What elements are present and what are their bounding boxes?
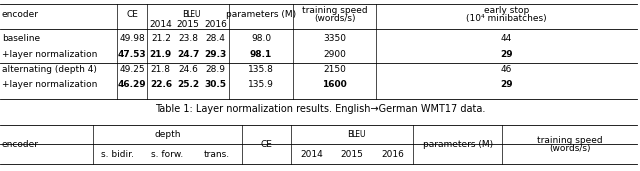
Text: parameters (M): parameters (M) (226, 10, 296, 19)
Text: 46.29: 46.29 (118, 81, 147, 89)
Text: training speed: training speed (302, 6, 367, 15)
Text: 29: 29 (500, 50, 513, 59)
Text: 25.2: 25.2 (177, 81, 199, 89)
Text: +layer normalization: +layer normalization (2, 50, 97, 59)
Text: 24.6: 24.6 (178, 65, 198, 74)
Text: 24.7: 24.7 (177, 50, 199, 59)
Text: 46: 46 (501, 65, 512, 74)
Text: 29: 29 (500, 81, 513, 89)
Text: depth: depth (154, 130, 180, 139)
Text: s. bidir.: s. bidir. (101, 150, 134, 159)
Text: 30.5: 30.5 (204, 81, 227, 89)
Text: B: B (347, 130, 353, 139)
Text: encoder: encoder (2, 140, 39, 149)
Text: 47.53: 47.53 (118, 50, 147, 59)
Text: 2016: 2016 (381, 150, 404, 159)
Text: baseline: baseline (2, 34, 40, 43)
Text: 2015: 2015 (177, 20, 200, 29)
Text: (words/s): (words/s) (314, 14, 355, 23)
Text: 3350: 3350 (323, 34, 346, 43)
Text: 22.6: 22.6 (150, 81, 172, 89)
Text: (words/s): (words/s) (549, 144, 590, 153)
Text: 135.9: 135.9 (248, 81, 274, 89)
Text: trans.: trans. (204, 150, 230, 159)
Text: 23.8: 23.8 (178, 34, 198, 43)
Text: 1600: 1600 (323, 81, 347, 89)
Text: 2900: 2900 (323, 50, 346, 59)
Text: s. forw.: s. forw. (151, 150, 184, 159)
Text: LEU: LEU (351, 130, 366, 139)
Text: +layer normalization: +layer normalization (2, 81, 97, 89)
Text: 29.3: 29.3 (204, 50, 227, 59)
Text: 2015: 2015 (340, 150, 364, 159)
Text: encoder: encoder (2, 10, 39, 19)
Text: 44: 44 (501, 34, 512, 43)
Text: 98.1: 98.1 (250, 50, 272, 59)
Text: 2014: 2014 (150, 20, 172, 29)
Text: B: B (182, 10, 188, 19)
Text: 28.4: 28.4 (205, 34, 225, 43)
Text: 21.2: 21.2 (151, 34, 171, 43)
Text: 21.9: 21.9 (150, 50, 172, 59)
Text: 49.98: 49.98 (119, 34, 145, 43)
Text: 21.8: 21.8 (151, 65, 171, 74)
Text: CE: CE (260, 140, 273, 149)
Text: training speed: training speed (537, 136, 602, 145)
Text: 2016: 2016 (204, 20, 227, 29)
Text: CE: CE (126, 10, 138, 19)
Text: 49.25: 49.25 (119, 65, 145, 74)
Text: 98.0: 98.0 (251, 34, 271, 43)
Text: alternating (depth 4): alternating (depth 4) (2, 65, 97, 74)
Text: 28.9: 28.9 (205, 65, 225, 74)
Text: 135.8: 135.8 (248, 65, 274, 74)
Text: early stop: early stop (484, 6, 529, 15)
Text: parameters (M): parameters (M) (422, 140, 493, 149)
Text: (10⁴ minibatches): (10⁴ minibatches) (467, 14, 547, 23)
Text: LEU: LEU (186, 10, 201, 19)
Text: 2014: 2014 (300, 150, 323, 159)
Text: 2150: 2150 (323, 65, 346, 74)
Text: Table 1: Layer normalization results. English→German WMT17 data.: Table 1: Layer normalization results. En… (155, 104, 485, 114)
